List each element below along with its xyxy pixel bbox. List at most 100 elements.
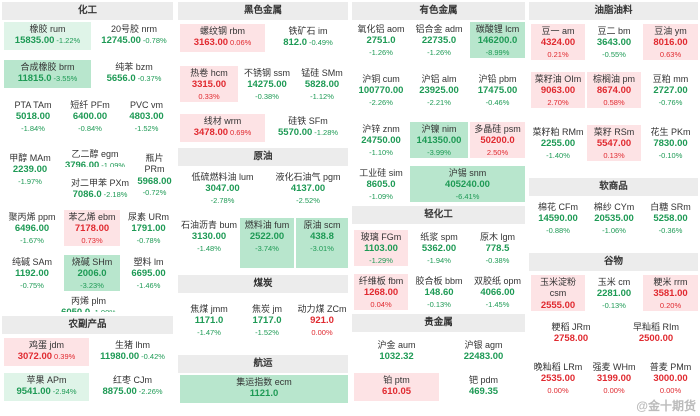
contract-nim[interactable]: 沪镍 nim 141350.00 -3.99% <box>410 122 468 158</box>
contract-snm[interactable]: 沪锡 snm 405240.00 -6.41% <box>410 166 525 202</box>
contract-psm[interactable]: 多晶硅 psm 50200.0 2.50% <box>470 122 525 158</box>
contract-bzm[interactable]: 纯苯 bzm 5656.0 -0.37% <box>95 60 173 88</box>
contract-cum[interactable]: 沪铜 cum 100770.00 -2.26% <box>354 72 408 108</box>
contract-cm[interactable]: 玉米 cm 2281.00 -0.13% <box>587 275 641 311</box>
price: 11815.0 <box>17 73 52 85</box>
contract-rbm[interactable]: 螺纹钢 rbm 3163.00 0.06% <box>180 24 265 52</box>
contract-SAm[interactable]: 纯碱 SAm 1192.00 -0.75% <box>4 255 60 291</box>
section-header-precious: 贵金属 <box>352 314 525 332</box>
contract-im[interactable]: 铁矿石 im 812.0 -0.49% <box>268 24 348 52</box>
contract-znm[interactable]: 沪锌 znm 24750.00 -1.10% <box>354 122 408 158</box>
contract-adm[interactable]: 铝合金 adm 22735.0 -1.26% <box>410 22 468 58</box>
contract-PMm[interactable]: 普麦 PMm 3000.00 0.00% <box>643 360 698 398</box>
contract-name: 沪铝 alm <box>421 74 457 84</box>
contract-name: 焦炭 jm <box>252 304 282 314</box>
contract-name: 20号胶 nrm <box>110 24 157 34</box>
contract-MAm[interactable]: 甲醇 MAm 2239.00 -1.97% <box>4 151 56 201</box>
contract-ym[interactable]: 豆油 ym 8016.00 0.63% <box>643 24 698 60</box>
contract-pm[interactable]: 棕榈油 pm 8674.00 0.58% <box>587 72 641 108</box>
contract-bm[interactable]: 豆二 bm 3643.00 -0.55% <box>587 24 641 60</box>
contract-PXm[interactable]: 对二甲苯 PXm 7086.0 -2.18% <box>60 176 140 201</box>
contract-CFm[interactable]: 棉花 CFm 14590.00 -0.88% <box>531 200 585 236</box>
contract-OIm[interactable]: 菜籽油 OIm 9063.00 2.70% <box>531 72 585 108</box>
contract-name: 沪锡 snm <box>448 168 487 178</box>
contract-ssm[interactable]: 不锈钢 ssm 14275.00 -0.38% <box>240 66 294 102</box>
contract-name: 玉米淀粉 csm <box>539 277 576 299</box>
contract-PFm[interactable]: 短纤 PFm 6400.00 -0.84% <box>64 98 116 134</box>
contract-plm[interactable]: 丙烯 plm6050.0-1.00% <box>4 294 173 312</box>
contract-rrm[interactable]: 粳米 rrm 3581.00 0.20% <box>643 275 698 311</box>
contract-fum[interactable]: 燃料油 fum 2522.00 -3.74% <box>240 218 294 268</box>
contract-LRm[interactable]: 晚籼稻 LRm 2535.00 0.00% <box>531 360 585 398</box>
contract-FGm[interactable]: 玻璃 FGm 1103.00 -1.29% <box>354 230 408 266</box>
contract-alm[interactable]: 沪铝 alm 23925.00 -2.21% <box>410 72 468 108</box>
contract-fbm[interactable]: 纤维板 fbm 1268.00 0.04% <box>354 274 408 310</box>
contract-ppm[interactable]: 聚丙烯 ppm 6496.00 -1.67% <box>4 210 60 246</box>
price: 405240.00 <box>445 179 490 191</box>
change-pct: -2.21% <box>427 98 451 108</box>
contract-lcm[interactable]: 碳酸锂 lcm 146200.0 -8.99% <box>470 22 525 58</box>
contract-TAm[interactable]: PTA TAm 5018.00 -1.84% <box>4 98 62 134</box>
price: 50200.0 <box>480 135 515 147</box>
contract-lm[interactable]: 塑料 lm 6695.00 -1.46% <box>124 255 173 291</box>
contract-name: 丙烯 plm <box>70 296 106 306</box>
contract-name: 热卷 hcm <box>190 68 228 78</box>
contract-bbm[interactable]: 胶合板 bbm 148.60 -0.13% <box>410 274 468 310</box>
price: 8016.00 <box>653 37 688 49</box>
contract-RMm[interactable]: 菜籽粕 RMm 2255.00 -1.40% <box>531 125 585 161</box>
contract-am[interactable]: 豆一 am 4324.00 0.21% <box>531 24 585 60</box>
contract-lgm[interactable]: 原木 lgm 778.5 -0.38% <box>470 230 525 266</box>
contract-lum[interactable]: 低硫燃料油 lum 3047.00 -2.78% <box>180 170 265 206</box>
contract-egm[interactable]: 乙二醇 egm 3796.00 -1.09% <box>60 147 130 167</box>
contract-pbm[interactable]: 沪铅 pbm 17475.00 -0.46% <box>470 72 525 108</box>
contract-name: 短纤 PFm <box>70 100 110 110</box>
contract-jmm[interactable]: 焦煤 jmm 1171.0 -1.47% <box>180 302 238 352</box>
contract-PRm[interactable]: 瓶片 PRm 5968.00 -0.72% <box>136 151 173 201</box>
contract-ebm[interactable]: 苯乙烯 ebm 7178.00 0.73% <box>64 210 120 246</box>
contract-scm[interactable]: 原油 scm 438.8 -3.01% <box>296 218 348 268</box>
contract-URm[interactable]: 尿素 URm 1791.00 -0.78% <box>124 210 173 246</box>
contract-SRm[interactable]: 白糖 SRm 5258.00 -0.36% <box>643 200 698 236</box>
contract-APm[interactable]: 苹果 APm 9541.00 -2.94% <box>4 373 89 401</box>
contract-ZCm[interactable]: 动力煤 ZCm 921.0 0.00% <box>296 302 348 352</box>
contract-jm[interactable]: 焦炭 jm 1717.0 -1.52% <box>240 302 294 352</box>
contract-vm[interactable]: PVC vm 4803.00 -1.52% <box>120 98 173 134</box>
contract-CYm[interactable]: 棉纱 CYm 20535.00 -1.06% <box>587 200 641 236</box>
contract-wrm[interactable]: 线材 wrm 3478.00 0.69% <box>180 114 265 142</box>
contract-SHm[interactable]: 烧碱 SHm 2006.0 -3.23% <box>64 255 120 291</box>
change-pct: 0.73% <box>81 236 103 246</box>
contract-jdm[interactable]: 鸡蛋 jdm 3072.00 0.39% <box>4 338 89 366</box>
contract-lhm[interactable]: 生猪 lhm 11980.00 -0.42% <box>92 338 173 366</box>
contract-sim[interactable]: 工业硅 sim 8605.0 -1.09% <box>354 166 408 202</box>
contract-SFm[interactable]: 硅铁 SFm 5570.00 -1.28% <box>268 114 348 142</box>
contract-name: 沪锌 znm <box>362 124 400 134</box>
contract-RSm[interactable]: 菜籽 RSm 5547.00 0.13% <box>587 125 641 161</box>
contract-bum[interactable]: 石油沥青 bum 3130.00 -1.48% <box>180 218 238 268</box>
contract-WHm[interactable]: 强麦 WHm 3199.00 0.00% <box>587 360 641 398</box>
section-header-soft: 软商品 <box>529 178 698 196</box>
contract-name: 低硫燃料油 lum <box>191 172 254 182</box>
contract-nrm[interactable]: 20号胶 nrm 12745.00 -0.78% <box>95 22 173 50</box>
contract-CJm[interactable]: 红枣 CJm 8875.00 -2.26% <box>92 373 173 401</box>
contract-rum[interactable]: 橡胶 rum 15835.00 -1.22% <box>4 22 91 50</box>
contract-pgm[interactable]: 液化石油气 pgm 4137.00 -2.52% <box>268 170 348 206</box>
contract-SMm[interactable]: 锰硅 SMm 5828.00 -1.12% <box>296 66 348 102</box>
price: 3072.00 <box>17 351 53 363</box>
contract-aom[interactable]: 氧化铝 aom 2751.0 -1.26% <box>354 22 408 58</box>
contract-mm[interactable]: 豆粕 mm 2727.00 -0.76% <box>643 72 698 108</box>
contract-brm[interactable]: 合成橡胶 brm 11815.0 -3.55% <box>4 60 91 88</box>
contract-spm[interactable]: 纸浆 spm 5362.00 -1.94% <box>410 230 468 266</box>
contract-PKm[interactable]: 花生 PKm 7830.00 -0.10% <box>643 125 698 161</box>
change-pct: -2.26% <box>138 387 163 397</box>
change-pct: -0.31% <box>385 364 409 366</box>
contract-opm[interactable]: 双胶纸 opm 4066.00 -1.45% <box>470 274 525 310</box>
contract-hcm[interactable]: 热卷 hcm 3315.00 0.33% <box>180 66 238 102</box>
